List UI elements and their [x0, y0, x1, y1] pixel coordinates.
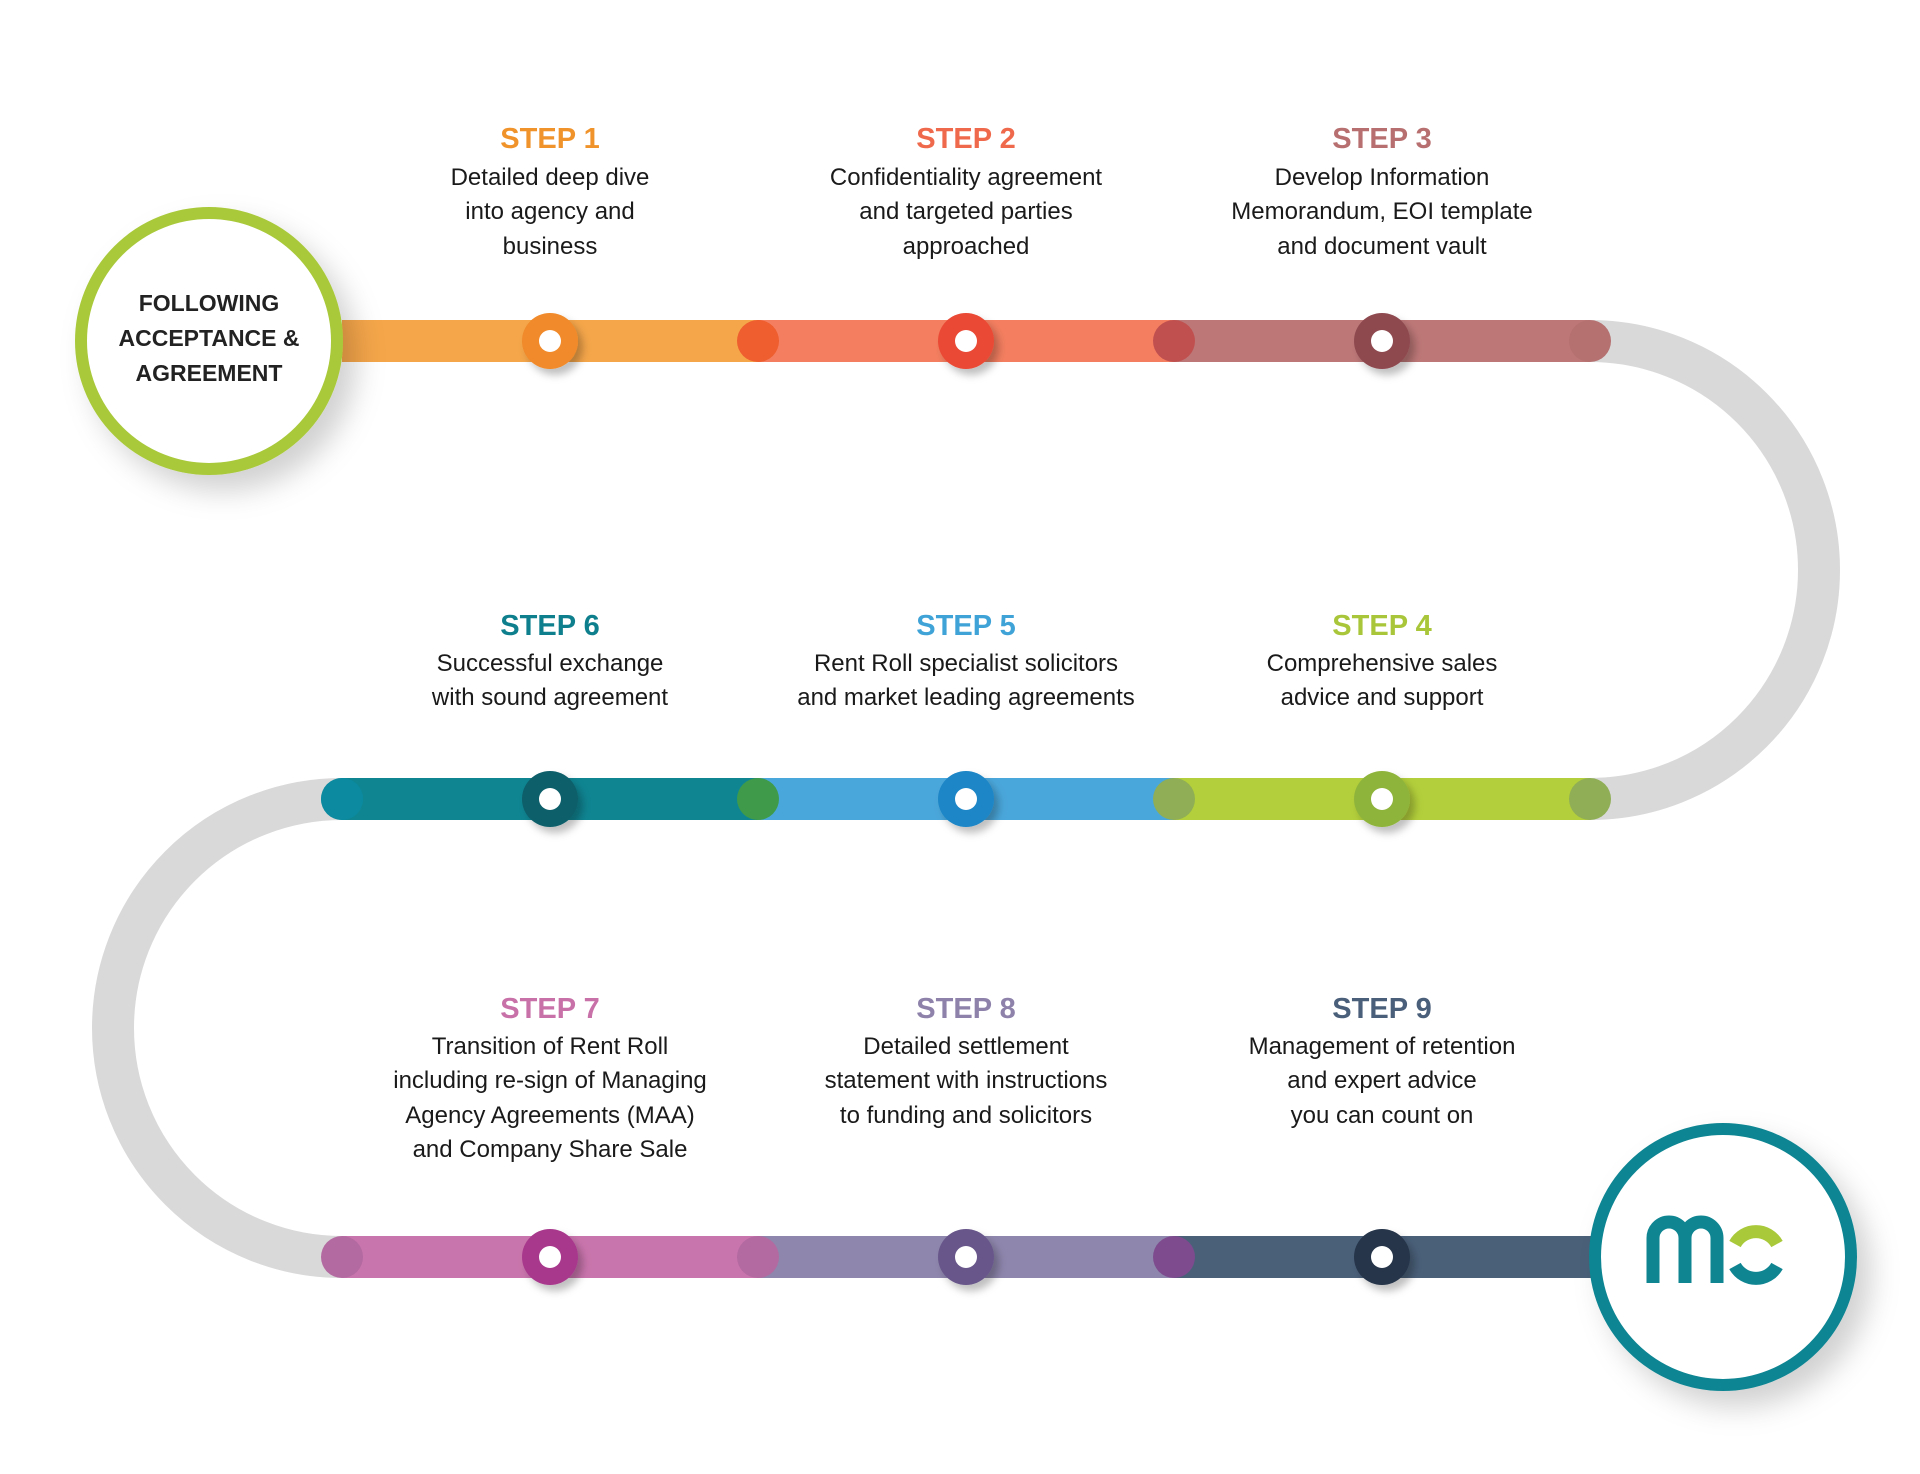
- step-node-4[interactable]: [1354, 771, 1410, 827]
- step-description-line: Rent Roll specialist solicitors: [814, 650, 1118, 677]
- step-description-line: you can count on: [1291, 1102, 1474, 1129]
- step-label: STEP 5: [916, 610, 1015, 642]
- step-description-line: Management of retention: [1249, 1033, 1516, 1060]
- left-curve: [92, 778, 343, 1278]
- joint-dot: [1153, 320, 1195, 362]
- step-description-line: Memorandum, EOI template: [1231, 198, 1532, 225]
- joint-dot: [737, 1236, 779, 1278]
- step-description-line: Transition of Rent Roll: [432, 1033, 669, 1060]
- track-segments: [321, 313, 1611, 1285]
- step-description-line: and market leading agreements: [797, 684, 1135, 711]
- step-label: STEP 6: [500, 610, 599, 642]
- joint-dot: [1153, 778, 1195, 820]
- start-line-3: AGREEMENT: [136, 360, 283, 386]
- node-center: [1371, 1246, 1393, 1268]
- joint-dot: [321, 1236, 363, 1278]
- start-line-1: FOLLOWING: [139, 290, 280, 316]
- node-center: [955, 788, 977, 810]
- step-description-line: Develop Information: [1275, 164, 1490, 191]
- step-description-line: statement with instructions: [825, 1067, 1108, 1094]
- mc-logo: [1646, 1215, 1783, 1285]
- step-description-line: advice and support: [1281, 684, 1484, 711]
- node-center: [1371, 788, 1393, 810]
- step-description-line: and targeted parties: [859, 198, 1072, 225]
- step-node-9[interactable]: [1354, 1229, 1410, 1285]
- step-description-line: Detailed deep dive: [451, 164, 650, 191]
- node-center: [1371, 330, 1393, 352]
- node-center: [955, 1246, 977, 1268]
- step-description-line: and expert advice: [1287, 1067, 1476, 1094]
- step-label: STEP 7: [500, 993, 599, 1025]
- step-description-line: with sound agreement: [431, 684, 668, 711]
- joint-dot: [321, 778, 363, 820]
- start-badge: [75, 207, 343, 475]
- step-node-2[interactable]: [938, 313, 994, 369]
- step-description-line: Comprehensive sales: [1267, 650, 1498, 677]
- right-curve: [1589, 320, 1840, 820]
- step-description-line: Detailed settlement: [863, 1033, 1069, 1060]
- step-description-line: approached: [903, 233, 1030, 260]
- path-curves: [92, 320, 1840, 1278]
- joint-dot: [737, 320, 779, 362]
- node-center: [539, 330, 561, 352]
- node-center: [539, 1246, 561, 1268]
- step-node-8[interactable]: [938, 1229, 994, 1285]
- step-label: STEP 9: [1332, 993, 1431, 1025]
- step-label: STEP 3: [1332, 123, 1431, 155]
- step-description-line: and document vault: [1277, 233, 1487, 260]
- step-node-6[interactable]: [522, 771, 578, 827]
- step-description-line: to funding and solicitors: [840, 1102, 1092, 1129]
- step-label: STEP 4: [1332, 610, 1431, 642]
- step-node-7[interactable]: [522, 1229, 578, 1285]
- joint-dot: [1569, 778, 1611, 820]
- step-description-line: into agency and: [465, 198, 634, 225]
- step-label: STEP 2: [916, 123, 1015, 155]
- step-texts: STEP 1 Detailed deep dive into agency and b…: [393, 123, 1532, 1163]
- step-description-line: Successful exchange: [437, 650, 664, 677]
- step-description-line: including re-sign of Managing: [393, 1067, 707, 1094]
- step-description-line: Confidentiality agreement: [830, 164, 1102, 191]
- step-label: STEP 8: [916, 993, 1015, 1025]
- step-node-5[interactable]: [938, 771, 994, 827]
- step-node-3[interactable]: [1354, 313, 1410, 369]
- step-label: STEP 1: [500, 123, 599, 155]
- step-description-line: business: [503, 233, 598, 260]
- joint-dot: [737, 778, 779, 820]
- joint-dot: [1569, 320, 1611, 362]
- node-center: [539, 788, 561, 810]
- start-line-2: ACCEPTANCE &: [118, 325, 299, 351]
- step-node-1[interactable]: [522, 313, 578, 369]
- joint-dot: [1153, 1236, 1195, 1278]
- node-center: [955, 330, 977, 352]
- step-description-line: and Company Share Sale: [413, 1136, 688, 1163]
- step-description-line: Agency Agreements (MAA): [405, 1102, 694, 1129]
